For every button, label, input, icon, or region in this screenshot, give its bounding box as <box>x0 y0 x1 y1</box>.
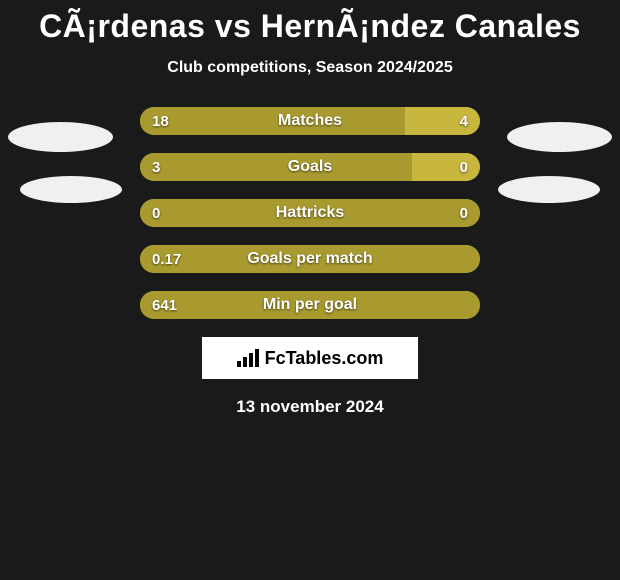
stat-row: Min per goal641 <box>140 291 480 319</box>
decorative-ellipse <box>507 122 612 152</box>
decorative-ellipse <box>8 122 113 152</box>
comparison-bars: Matches184 Goals30 Hattricks00 Goals per ma… <box>140 107 480 319</box>
left-segment <box>140 107 405 135</box>
logo-box: FcTables.com <box>202 337 418 379</box>
left-segment <box>140 153 412 181</box>
stat-row: Goals30 <box>140 153 480 181</box>
barchart-icon <box>237 349 259 367</box>
stat-row: Matches184 <box>140 107 480 135</box>
left-segment <box>140 199 480 227</box>
right-segment <box>405 107 480 135</box>
right-segment <box>412 153 480 181</box>
stat-row: Hattricks00 <box>140 199 480 227</box>
decorative-ellipse <box>20 176 122 203</box>
subtitle: Club competitions, Season 2024/2025 <box>0 59 620 77</box>
left-segment <box>140 291 480 319</box>
page-title: CÃ¡rdenas vs HernÃ¡ndez Canales <box>0 0 620 45</box>
left-segment <box>140 245 480 273</box>
date-text: 13 november 2024 <box>0 397 620 417</box>
stat-row: Goals per match0.17 <box>140 245 480 273</box>
logo-text: FcTables.com <box>265 348 384 369</box>
decorative-ellipse <box>498 176 600 203</box>
